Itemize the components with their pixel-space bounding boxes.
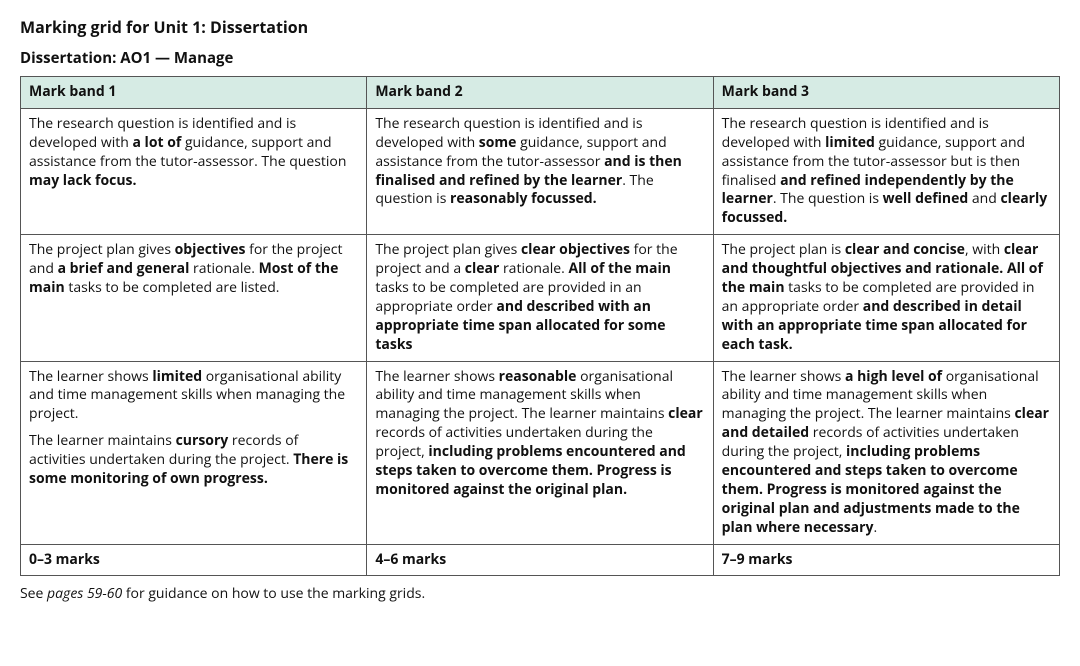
- cell-r1-c1: The project plan gives clear objectives …: [367, 235, 713, 361]
- cell-marks-c0: 0–3 marks: [21, 544, 367, 576]
- table-row: The project plan gives objectives for th…: [21, 235, 1060, 361]
- footnote-pages: pages 59-60: [47, 584, 122, 603]
- cell-r2-c2: The learner shows a high level of organi…: [713, 361, 1059, 544]
- cell-r2-c0: The learner shows limited organisational…: [21, 361, 367, 544]
- cell-marks-c2: 7–9 marks: [713, 544, 1059, 576]
- cell-r2-c1: The learner shows reasonable organisatio…: [367, 361, 713, 544]
- col-header-band2: Mark band 2: [367, 77, 713, 109]
- cell-r0-c1: The research question is identified and …: [367, 108, 713, 234]
- footnote: See pages 59-60 for guidance on how to u…: [20, 584, 1060, 603]
- table-header-row: Mark band 1 Mark band 2 Mark band 3: [21, 77, 1060, 109]
- table-row-marks: 0–3 marks 4–6 marks 7–9 marks: [21, 544, 1060, 576]
- col-header-band3: Mark band 3: [713, 77, 1059, 109]
- cell-r1-c0: The project plan gives objectives for th…: [21, 235, 367, 361]
- marking-grid-table: Mark band 1 Mark band 2 Mark band 3 The …: [20, 76, 1060, 576]
- cell-r1-c2: The project plan is clear and concise, w…: [713, 235, 1059, 361]
- cell-r0-c0: The research question is identified and …: [21, 108, 367, 234]
- cell-marks-c1: 4–6 marks: [367, 544, 713, 576]
- footnote-prefix: See: [20, 584, 47, 603]
- col-header-band1: Mark band 1: [21, 77, 367, 109]
- table-row: The learner shows limited organisational…: [21, 361, 1060, 544]
- cell-r0-c2: The research question is identified and …: [713, 108, 1059, 234]
- section-subtitle: Dissertation: AO1 — Manage: [20, 48, 1060, 68]
- footnote-suffix: for guidance on how to use the marking g…: [122, 584, 425, 603]
- table-body: The research question is identified and …: [21, 108, 1060, 576]
- page-title: Marking grid for Unit 1: Dissertation: [20, 16, 1060, 38]
- table-row: The research question is identified and …: [21, 108, 1060, 234]
